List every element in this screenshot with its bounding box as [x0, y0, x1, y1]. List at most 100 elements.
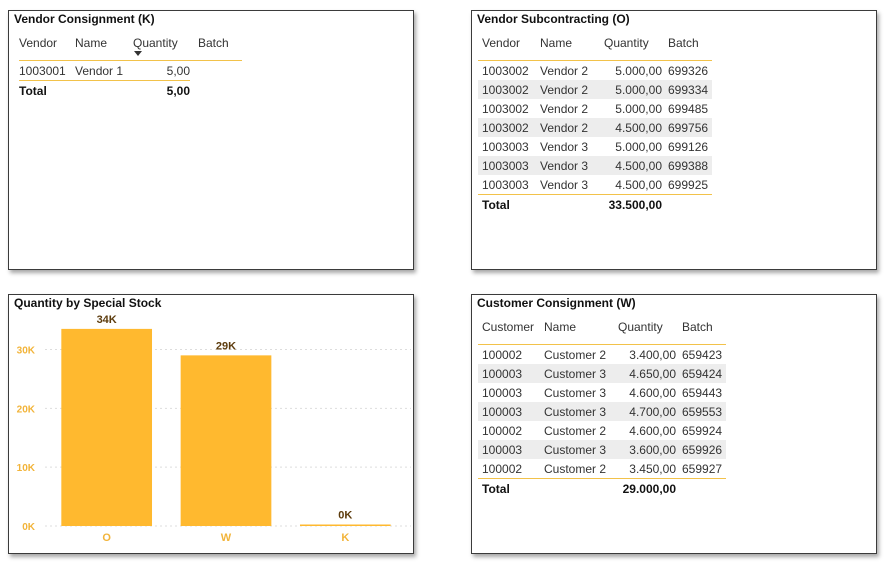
- y-tick-label: 0K: [22, 522, 36, 533]
- cell-name: Customer 3: [544, 402, 614, 421]
- bar: [180, 355, 272, 526]
- cell-quantity: 5.000,00: [615, 139, 662, 154]
- cell-quantity: 5.000,00: [615, 63, 662, 78]
- table-row[interactable]: 1003002 Vendor 2 5.000,00 699485: [478, 99, 712, 118]
- cell-batch: 699925: [668, 177, 709, 192]
- cell-quantity: 3.450,00: [629, 461, 676, 476]
- cell-name: Vendor 3: [540, 139, 589, 154]
- total-row: Total 5,00: [19, 80, 242, 100]
- col-header-name[interactable]: Name: [75, 31, 133, 61]
- table-row[interactable]: 100002 Customer 2 3.450,00 659927: [478, 459, 726, 479]
- cell-quantity: 5.000,00: [598, 80, 662, 99]
- x-tick-label: W: [221, 532, 232, 544]
- customer-consignment-title: Customer Consignment (W): [477, 296, 636, 310]
- cell-batch: 699126: [668, 139, 709, 154]
- cell-vendor: 1003003: [482, 177, 529, 192]
- total-row: Total 33.500,00: [478, 194, 712, 214]
- col-header-quantity[interactable]: Quantity: [133, 31, 190, 61]
- vendor-subcontracting-table: Vendor Name Quantity Batch 1003002 Vendo…: [478, 31, 712, 214]
- x-tick-label: O: [102, 532, 111, 544]
- col-header-vendor[interactable]: Vendor: [19, 31, 75, 61]
- table-row[interactable]: 1003002 Vendor 2 4.500,00 699756: [478, 118, 712, 137]
- cell-name: Vendor 2: [540, 118, 598, 137]
- total-row: Total 29.000,00: [478, 478, 726, 498]
- table-row[interactable]: 1003001 Vendor 1 5,00: [19, 61, 242, 81]
- cell-customer: 100003: [478, 440, 544, 459]
- cell-customer: 100003: [482, 385, 523, 400]
- cell-name: Vendor 2: [540, 101, 589, 116]
- cell-quantity: 4.600,00: [629, 385, 676, 400]
- cell-quantity: 4.600,00: [629, 423, 676, 438]
- col-header-batch[interactable]: Batch: [662, 31, 712, 61]
- total-label: Total: [19, 80, 75, 100]
- cell-batch: 659443: [682, 385, 723, 400]
- table-row[interactable]: 1003003 Vendor 3 4.500,00 699925: [478, 175, 712, 195]
- x-tick-label: K: [341, 532, 349, 544]
- cell-batch: 659927: [682, 461, 723, 476]
- total-label: Total: [478, 478, 544, 498]
- vendor-consignment-table: Vendor Name Quantity Batch 1003001 Vendo…: [19, 31, 242, 100]
- cell-batch: 699756: [662, 118, 712, 137]
- table-row[interactable]: 100003 Customer 3 4.700,00 659553: [478, 402, 726, 421]
- col-header-customer[interactable]: Customer: [478, 315, 544, 345]
- quantity-chart-panel: Quantity by Special Stock 0K 10K 20K 30K 34K…: [8, 294, 414, 554]
- y-tick-label: 30K: [17, 345, 36, 356]
- table-row[interactable]: 100003 Customer 3 3.600,00 659926: [478, 440, 726, 459]
- customer-consignment-table: Customer Name Quantity Batch 100002 Cust…: [478, 315, 726, 498]
- bar: [299, 524, 391, 526]
- vendor-subcontracting-title: Vendor Subcontracting (O): [477, 12, 630, 26]
- cell-quantity: 4.500,00: [598, 118, 662, 137]
- cell-batch: 659424: [676, 364, 726, 383]
- cell-customer: 100002: [482, 347, 523, 362]
- table-row[interactable]: 100003 Customer 3 4.600,00 659443: [478, 383, 726, 402]
- cell-quantity: 4.500,00: [598, 156, 662, 175]
- cell-batch: 659423: [682, 347, 723, 362]
- col-header-batch[interactable]: Batch: [676, 315, 726, 345]
- y-tick-label: 20K: [17, 404, 36, 415]
- col-header-vendor[interactable]: Vendor: [478, 31, 540, 61]
- customer-consignment-panel: Customer Consignment (W) Customer Name Q…: [471, 294, 877, 554]
- cell-name: Vendor 3: [540, 177, 589, 192]
- cell-batch: 699326: [668, 63, 709, 78]
- bar-chart: 0K 10K 20K 30K 34K O 29K W 0K K: [17, 314, 411, 544]
- cell-quantity: 3.600,00: [614, 440, 676, 459]
- data-label: 34K: [97, 314, 117, 326]
- col-header-quantity[interactable]: Quantity: [614, 315, 676, 345]
- col-header-batch[interactable]: Batch: [190, 31, 242, 61]
- cell-name: Customer 2: [544, 423, 607, 438]
- cell-batch: 699334: [662, 80, 712, 99]
- vendor-consignment-panel: Vendor Consignment (K) Vendor Name Quant…: [8, 10, 414, 270]
- col-header-name[interactable]: Name: [540, 31, 598, 61]
- table-row[interactable]: 100002 Customer 2 3.400,00 659423: [478, 345, 726, 365]
- sort-descending-icon[interactable]: [134, 51, 142, 56]
- vendor-consignment-title: Vendor Consignment (K): [14, 12, 155, 26]
- cell-customer: 100003: [478, 364, 544, 383]
- total-quantity: 29.000,00: [614, 478, 676, 498]
- table-row[interactable]: 1003002 Vendor 2 5.000,00 699334: [478, 80, 712, 99]
- cell-vendor: 1003003: [478, 156, 540, 175]
- col-header-quantity[interactable]: Quantity: [598, 31, 662, 61]
- table-row[interactable]: 100003 Customer 3 4.650,00 659424: [478, 364, 726, 383]
- col-header-quantity-label: Quantity: [133, 36, 178, 50]
- cell-name: Customer 3: [544, 440, 614, 459]
- total-label: Total: [478, 194, 540, 214]
- cell-customer: 100002: [482, 461, 523, 476]
- table-row[interactable]: 1003002 Vendor 2 5.000,00 699326: [478, 61, 712, 81]
- cell-name: Customer 3: [544, 364, 614, 383]
- cell-vendor: 1003002: [482, 101, 529, 116]
- cell-name: Vendor 2: [540, 63, 589, 78]
- cell-name: Vendor 2: [540, 80, 598, 99]
- table-row[interactable]: 1003003 Vendor 3 4.500,00 699388: [478, 156, 712, 175]
- table-row[interactable]: 1003003 Vendor 3 5.000,00 699126: [478, 137, 712, 156]
- vendor-subcontracting-panel: Vendor Subcontracting (O) Vendor Name Qu…: [471, 10, 877, 270]
- col-header-name[interactable]: Name: [544, 315, 614, 345]
- cell-quantity: 3.400,00: [629, 347, 676, 362]
- bar: [61, 328, 153, 526]
- cell-batch: 699485: [668, 101, 709, 116]
- cell-batch: 699388: [662, 156, 712, 175]
- cell-quantity: 5,00: [166, 63, 190, 78]
- table-row[interactable]: 100002 Customer 2 4.600,00 659924: [478, 421, 726, 440]
- cell-batch: 659553: [676, 402, 726, 421]
- chart-title: Quantity by Special Stock: [14, 296, 162, 310]
- cell-customer: 100003: [478, 402, 544, 421]
